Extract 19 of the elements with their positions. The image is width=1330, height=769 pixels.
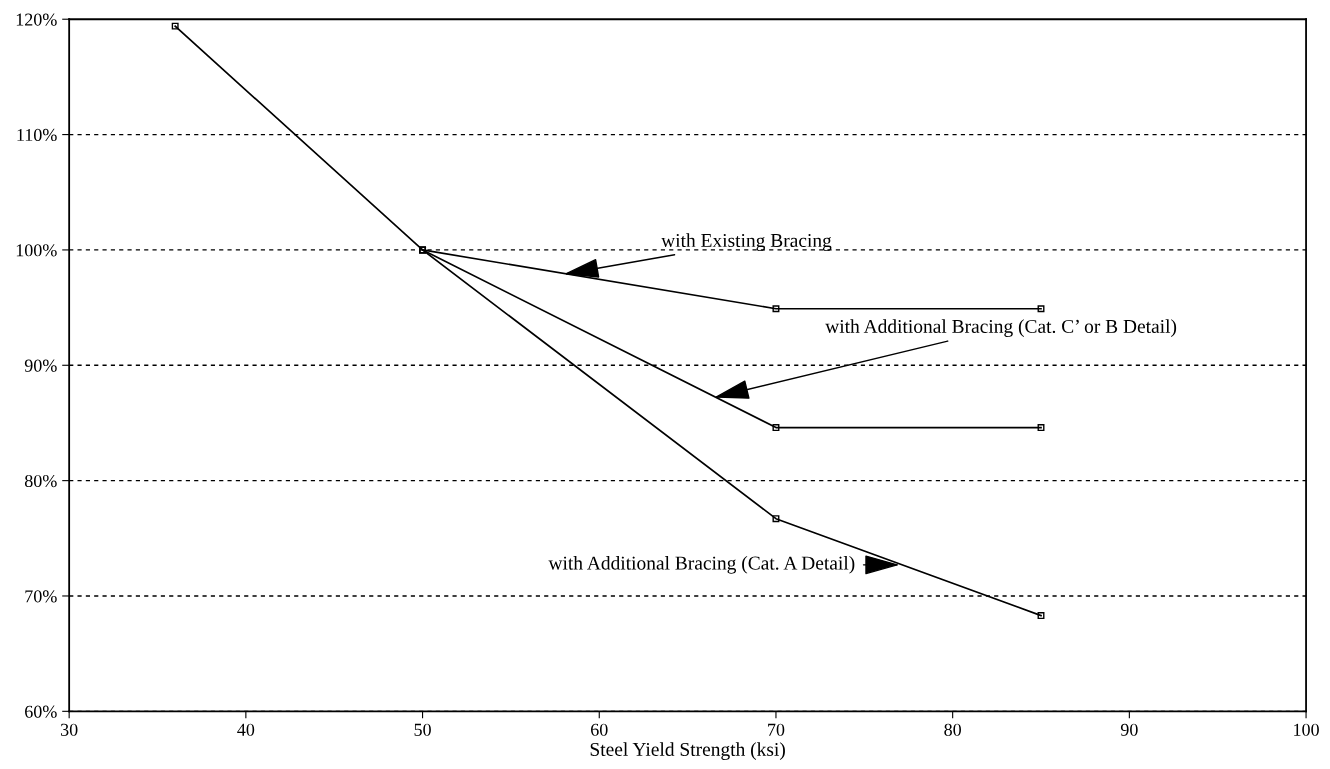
y-tick-label: 110%: [17, 128, 57, 142]
annotation: with Additional Bracing (Cat. C’ or B Detail): [825, 319, 1177, 337]
y-tick-label: 70%: [25, 590, 57, 603]
x-tick-label: 90: [1120, 723, 1138, 736]
x-tick-label: 60: [591, 723, 608, 736]
x-axis-title: Steel Yield Strength (ksi): [590, 742, 785, 760]
x-tick-label: 70: [768, 723, 785, 736]
y-tick-label: 80%: [24, 474, 57, 488]
x-tick-label: 40: [237, 723, 255, 736]
annotation: with Additional Bracing (Cat. A Detail): [548, 555, 855, 574]
y-tick-label: 90%: [24, 359, 57, 372]
x-tick-label: 50: [414, 723, 431, 736]
y-tick-label: 60%: [25, 705, 57, 718]
y-tick-label: 100%: [16, 244, 57, 257]
x-tick-label: 100: [1294, 723, 1319, 736]
annotation: with Existing Bracing: [661, 233, 832, 252]
y-tick-label: 120%: [16, 13, 57, 26]
x-tick-label: 30: [61, 723, 78, 736]
x-tick-label: 80: [944, 723, 961, 736]
